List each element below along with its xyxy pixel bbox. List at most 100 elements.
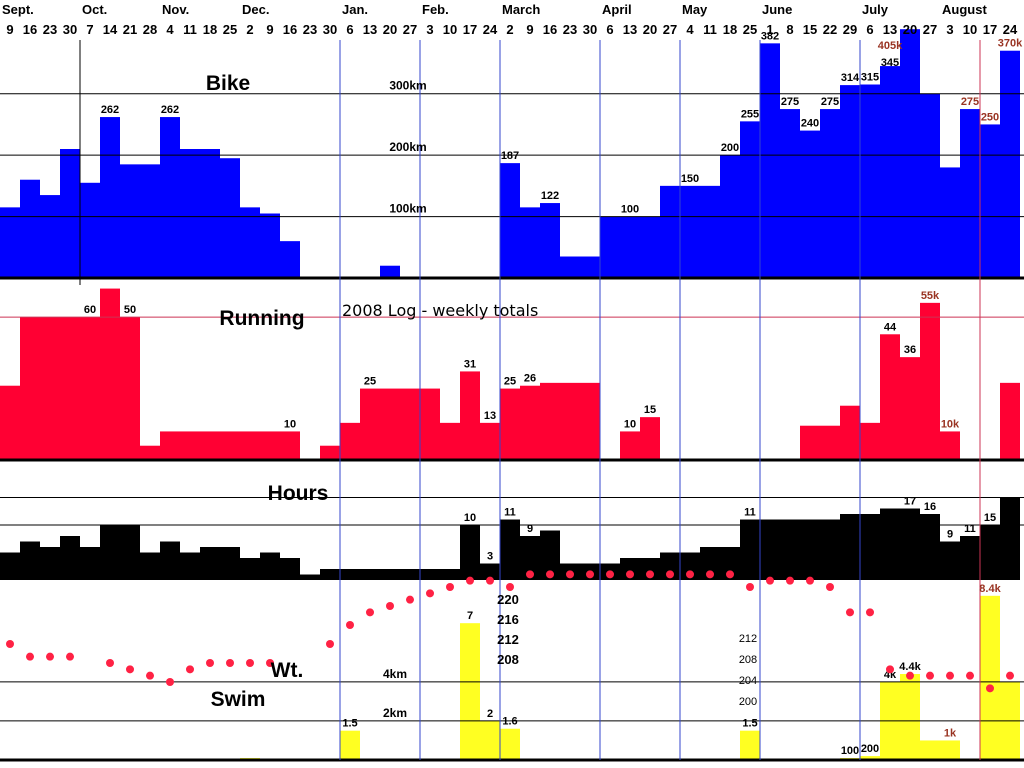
week-label: 20	[383, 22, 397, 37]
week-label: 2	[506, 22, 513, 37]
hours-bar	[280, 558, 300, 580]
week-label: 30	[583, 22, 597, 37]
hours-data-label: 16	[924, 501, 936, 513]
hours-bar	[80, 547, 100, 580]
week-label: 18	[203, 22, 217, 37]
week-label: 30	[63, 22, 77, 37]
week-label: 6	[866, 22, 873, 37]
week-label: 25	[743, 22, 757, 37]
bike-data-label: 187	[501, 150, 519, 162]
bike-bar	[660, 185, 680, 278]
hours-bar	[540, 530, 560, 580]
hours-bar	[260, 552, 280, 580]
bike-bar	[60, 149, 80, 278]
weight-point	[366, 608, 374, 617]
running-bar	[320, 445, 340, 460]
weight-point	[566, 570, 574, 579]
running-bar	[480, 422, 500, 460]
hours-bar	[920, 514, 940, 580]
swim-bar	[460, 623, 480, 760]
weight-point	[146, 671, 154, 680]
weight-point	[206, 659, 214, 667]
swim-reference-label: 2km	[383, 706, 407, 720]
hours-bar	[680, 552, 700, 580]
weight-right-tick-label: 204	[739, 675, 757, 687]
hours-bar	[160, 541, 180, 580]
bike-bar	[20, 179, 40, 278]
bike-bar	[180, 149, 200, 278]
week-label: 24	[1003, 22, 1018, 37]
running-bar	[640, 417, 660, 460]
weight-tick-label: 212	[497, 632, 519, 647]
bike-bar	[220, 158, 240, 278]
bike-bar	[920, 93, 940, 278]
weight-point	[126, 665, 134, 674]
weight-point	[386, 602, 394, 610]
weight-point	[226, 659, 234, 667]
bike-bar	[940, 167, 960, 278]
bike-data-label: 262	[101, 104, 119, 116]
running-bar	[120, 317, 140, 460]
page-title: 2008 Log - weekly totals	[342, 301, 538, 320]
week-label: 29	[843, 22, 857, 37]
bike-reference-label: 100km	[389, 202, 426, 216]
weight-tick-label: 208	[497, 652, 519, 667]
swim-reference-label: 4km	[383, 667, 407, 681]
week-label: 3	[426, 22, 433, 37]
weight-point	[826, 583, 834, 591]
weight-point	[526, 570, 534, 579]
hours-data-label: 11	[744, 507, 756, 519]
week-label: 22	[823, 22, 837, 37]
week-label: 27	[923, 22, 937, 37]
running-bar	[60, 317, 80, 460]
month-label: June	[762, 2, 792, 17]
week-label: 10	[443, 22, 457, 37]
hours-data-label: 17	[904, 496, 916, 508]
month-label: Nov.	[162, 2, 189, 17]
week-label: 8	[786, 22, 793, 37]
running-bar	[580, 382, 600, 460]
hours-bar	[520, 536, 540, 580]
week-label: 4	[166, 22, 174, 37]
running-data-label: 44	[884, 321, 897, 333]
weight-point	[246, 659, 254, 667]
week-label: 1	[766, 22, 773, 37]
bike-bar	[40, 195, 60, 278]
running-bar	[620, 431, 640, 460]
bike-data-label: 200	[721, 142, 739, 154]
running-data-label: 13	[484, 410, 496, 422]
hours-bar	[440, 569, 460, 580]
bike-bar	[980, 124, 1000, 278]
hours-bar	[420, 569, 440, 580]
week-label: 13	[363, 22, 377, 37]
hours-data-label: 9	[947, 529, 953, 541]
hours-bar	[480, 563, 500, 580]
running-data-label: 15	[644, 404, 656, 416]
month-label: July	[862, 2, 889, 17]
weight-right-tick-label: 200	[739, 696, 757, 708]
week-label: 3	[946, 22, 953, 37]
running-bar	[200, 431, 220, 460]
bike-bar	[0, 207, 20, 278]
hours-bar	[340, 569, 360, 580]
running-panel-title: Running	[219, 307, 304, 330]
hours-bar	[880, 508, 900, 580]
swim-data-label: 200	[861, 743, 879, 755]
weight-point	[266, 659, 274, 667]
bike-bar	[800, 130, 820, 278]
bike-bar	[540, 203, 560, 278]
hours-bar	[720, 547, 740, 580]
bike-bar	[960, 109, 980, 278]
week-label: 13	[623, 22, 637, 37]
bike-bar	[580, 256, 600, 278]
bike-bar	[380, 265, 400, 278]
hours-bar	[120, 525, 140, 580]
bike-bar	[900, 29, 920, 279]
bike-reference-label: 300km	[389, 79, 426, 93]
hours-data-label: 10	[464, 512, 476, 524]
week-label: 27	[663, 22, 677, 37]
hours-bar	[220, 547, 240, 580]
week-label: 4	[686, 22, 694, 37]
weight-point	[946, 671, 954, 680]
running-bar	[160, 431, 180, 460]
